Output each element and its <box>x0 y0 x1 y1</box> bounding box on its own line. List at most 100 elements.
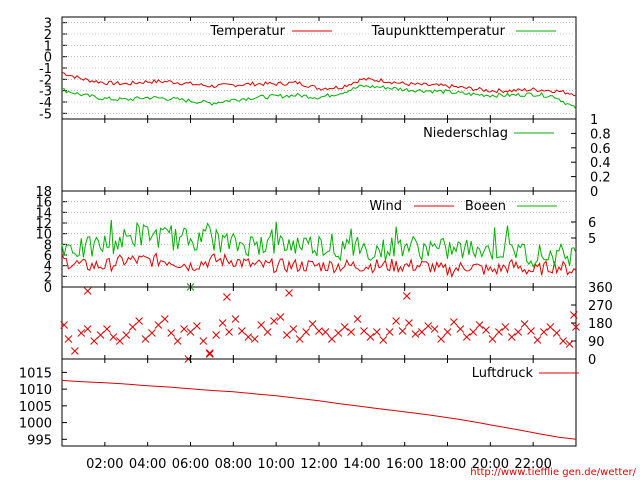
direction-point <box>475 321 484 329</box>
series-line <box>61 72 576 97</box>
x-tick-label: 04:00 <box>129 457 166 472</box>
direction-point <box>430 325 439 333</box>
x-tick-label: 08:00 <box>215 457 252 472</box>
direction-point <box>565 340 574 348</box>
direction-point <box>199 337 208 345</box>
x-tick-label: 20:00 <box>472 457 509 472</box>
y-tick-label: 1010 <box>19 383 52 398</box>
direction-point <box>173 337 182 345</box>
x-tick-label: 16:00 <box>386 457 423 472</box>
direction-point <box>507 333 516 341</box>
direction-point <box>285 289 293 297</box>
direction-point <box>141 335 150 343</box>
direction-point <box>83 287 92 295</box>
direction-point <box>160 315 169 323</box>
direction-point <box>533 336 542 344</box>
direction-point <box>462 333 471 341</box>
direction-point <box>223 293 231 301</box>
direction-point <box>385 328 394 336</box>
direction-point <box>552 329 561 337</box>
series-line <box>61 84 577 110</box>
y-tick-label: 14 <box>35 206 52 221</box>
y-tick-label: 8 <box>44 238 52 253</box>
x-tick-label: 12:00 <box>300 457 337 472</box>
direction-point <box>315 327 323 335</box>
direction-point <box>372 328 381 336</box>
y-tick-label: 16 <box>35 196 52 211</box>
direction-point <box>321 328 330 336</box>
y-tick-label: -3 <box>39 85 52 100</box>
direction-point <box>193 322 201 330</box>
y-tick-label: 1 <box>44 39 52 54</box>
direction-point <box>263 328 272 336</box>
direction-point <box>283 331 291 339</box>
direction-point <box>270 317 278 325</box>
direction-point <box>205 349 214 357</box>
y-tick-label: 0 <box>590 185 598 200</box>
y-tick-label: 2 <box>44 270 52 285</box>
direction-point <box>70 347 79 355</box>
direction-point <box>469 328 478 336</box>
direction-point <box>402 292 411 300</box>
direction-point <box>488 335 497 343</box>
y-tick-label: 4 <box>44 260 52 275</box>
legend-label: Taupunkttemperatur <box>371 24 506 39</box>
y-tick-label: 1005 <box>19 400 52 415</box>
y2-tick-label: 90 <box>588 335 605 350</box>
y-tick-label: 0 <box>44 51 52 66</box>
y-tick-label: -1 <box>39 62 52 77</box>
direction-point <box>353 315 362 323</box>
legend-label: Wind <box>369 199 402 214</box>
direction-point <box>109 333 118 341</box>
direction-point <box>257 321 266 329</box>
direction-point <box>411 330 420 338</box>
direction-point <box>308 320 317 328</box>
legend-label: Niederschlag <box>423 126 508 141</box>
x-tick-label: 10:00 <box>257 457 294 472</box>
y-tick-label: 995 <box>27 433 52 448</box>
direction-point <box>96 331 105 339</box>
direction-point <box>456 325 465 333</box>
y2-tick-label: 360 <box>588 281 613 296</box>
direction-point <box>437 335 445 343</box>
y-tick-label: -2 <box>39 73 52 88</box>
direction-point <box>347 328 355 336</box>
direction-point <box>148 329 156 337</box>
direction-point <box>238 327 246 335</box>
direction-point <box>398 327 407 335</box>
direction-point <box>115 337 124 345</box>
y2-tick-label: 5 <box>588 232 596 247</box>
direction-point <box>83 325 92 333</box>
direction-point <box>424 322 433 330</box>
direction-point <box>244 333 253 341</box>
legend-label: Luftdruck <box>472 366 534 381</box>
x-tick-label: 22:00 <box>514 457 551 472</box>
direction-point <box>405 319 413 327</box>
direction-point <box>340 323 349 331</box>
direction-point <box>540 328 548 336</box>
direction-point <box>276 313 285 321</box>
direction-point <box>64 335 73 343</box>
direction-point <box>527 327 535 335</box>
direction-point <box>501 323 510 331</box>
direction-point <box>135 317 143 325</box>
direction-point <box>128 323 137 331</box>
direction-point <box>546 323 555 331</box>
legend-label: Boeen <box>465 199 506 214</box>
series-line <box>61 252 577 279</box>
y-tick-label: 0.6 <box>590 142 611 157</box>
direction-point <box>225 328 233 336</box>
y-tick-label: 12 <box>35 217 52 232</box>
y-tick-label: -5 <box>39 107 52 122</box>
y-tick-label: 6 <box>44 249 52 264</box>
x-tick-label: 18:00 <box>429 457 466 472</box>
y-tick-label: 0.8 <box>590 127 611 142</box>
direction-point <box>180 325 188 333</box>
direction-point <box>302 328 311 336</box>
y-tick-label: 18 <box>35 185 52 200</box>
series-line <box>61 379 577 440</box>
credit-link[interactable]: http://www.tiefflie gen.de/wetter/ <box>470 467 636 478</box>
direction-point <box>366 333 375 341</box>
direction-point <box>205 350 214 358</box>
